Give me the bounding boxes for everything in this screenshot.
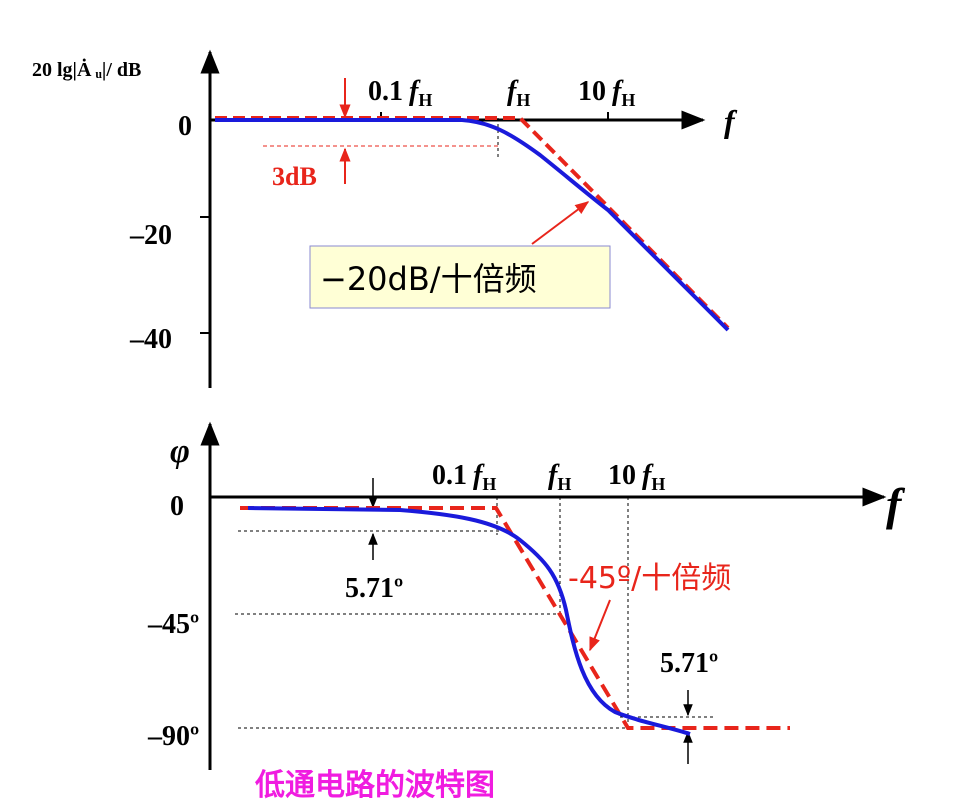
magnitude-slope-note-box bbox=[309, 245, 611, 309]
magnitude-actual-curve bbox=[215, 118, 730, 332]
phase-x-tick-label: fH bbox=[548, 460, 571, 494]
phase-actual-curve bbox=[247, 506, 691, 736]
phase-x-tick-label: 10 fH bbox=[608, 460, 665, 494]
diagram-caption: 低通电路的波特图 bbox=[254, 768, 495, 803]
magnitude-plot: 20 lg|Ȧ ᵤ|/ dB 0 –20 –40 0.1 fH fH 10 fH f… bbox=[32, 49, 738, 388]
phase-x-tick-label: 0.1 fH bbox=[432, 460, 496, 494]
magnitude-x-tick-label: 10 fH bbox=[578, 76, 635, 110]
magnitude-slope-note-arrow bbox=[531, 201, 590, 245]
phase-y-axis-label: φ bbox=[170, 433, 190, 470]
magnitude-y-tick-label: 0 bbox=[178, 111, 192, 142]
phase-asymptote-line bbox=[240, 506, 790, 730]
phase-x-axis-label: f bbox=[886, 479, 906, 530]
magnitude-x-axis-label: f bbox=[724, 103, 738, 139]
magnitude-x-tick-label: fH bbox=[507, 76, 530, 110]
phase-y-tick-label: –45º bbox=[147, 609, 199, 640]
phase-plot: φ f 0 –45º –90º 0.1 fH fH 10 fH 5.71º 5.71… bbox=[147, 421, 906, 770]
phase-slope-note: -45º/十倍频 bbox=[568, 561, 731, 596]
phase-left-offset-label: 5.71º bbox=[345, 573, 403, 604]
magnitude-3db-label: 3dB bbox=[272, 162, 317, 191]
magnitude-x-tick-label: 0.1 fH bbox=[368, 76, 432, 110]
magnitude-y-axis-label: 20 lg|Ȧ ᵤ|/ dB bbox=[32, 57, 141, 81]
phase-right-offset-label: 5.71º bbox=[660, 648, 718, 679]
magnitude-slope-note: −20dB/十倍频 bbox=[320, 260, 537, 298]
phase-y-tick-label: 0 bbox=[170, 491, 184, 522]
magnitude-y-tick-label: –40 bbox=[129, 324, 172, 355]
magnitude-y-tick-label: –20 bbox=[129, 220, 172, 251]
phase-y-tick-label: –90º bbox=[147, 721, 199, 752]
phase-slope-note-arrow bbox=[589, 599, 611, 652]
